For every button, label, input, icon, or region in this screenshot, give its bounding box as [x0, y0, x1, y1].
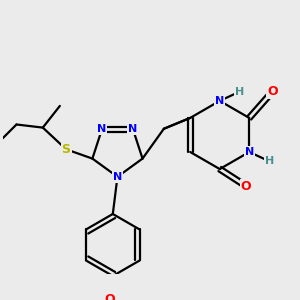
Text: S: S	[61, 143, 70, 156]
Text: N: N	[215, 96, 224, 106]
Text: H: H	[265, 156, 274, 166]
Text: N: N	[97, 124, 106, 134]
Text: N: N	[244, 147, 254, 157]
Text: O: O	[241, 180, 251, 193]
Text: N: N	[113, 172, 122, 182]
Text: O: O	[104, 293, 115, 300]
Text: O: O	[267, 85, 278, 98]
Text: H: H	[235, 87, 244, 97]
Text: N: N	[128, 124, 138, 134]
